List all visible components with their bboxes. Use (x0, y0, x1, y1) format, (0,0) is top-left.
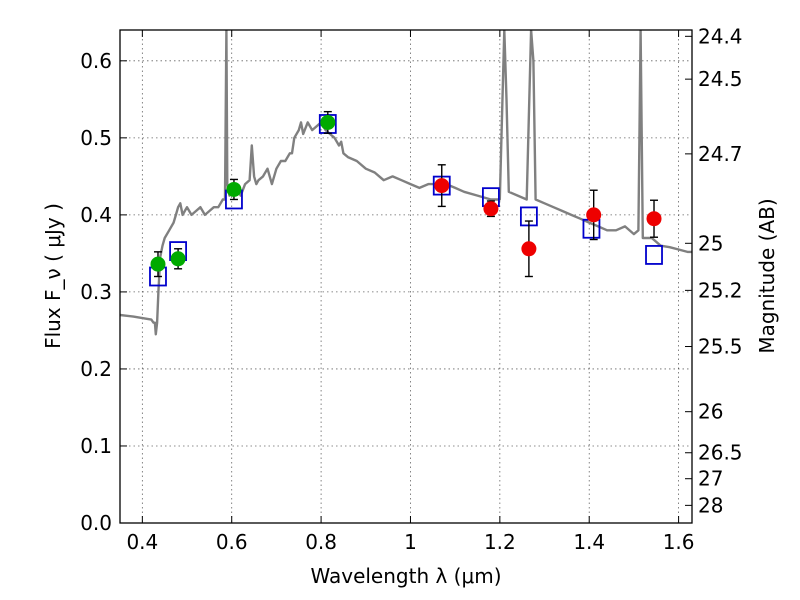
x-tick-label: 1 (404, 530, 417, 554)
y-axis-label: Flux F_ν ( μJy ) (41, 203, 65, 349)
observed-point (434, 178, 450, 194)
observed-point (586, 207, 602, 223)
grid-lines (120, 30, 692, 524)
y2-tick-label: 24.4 (698, 24, 743, 48)
observed-point (646, 211, 662, 227)
x-tick-label: 0.6 (216, 530, 248, 554)
y2-axis-label: Magnitude (AB) (755, 198, 779, 353)
x-tick-label: 0.8 (305, 530, 337, 554)
y-tick-label: 0.1 (80, 434, 112, 458)
x-tick-label: 1.6 (663, 530, 695, 554)
model-photometry-square (645, 245, 663, 265)
x-tick-label: 1.4 (573, 530, 605, 554)
y-tick-label: 0.6 (80, 49, 112, 73)
x-tick-label: 0.4 (126, 530, 158, 554)
plot-area (120, 30, 692, 336)
y2-tick-label: 25 (698, 231, 723, 255)
observed-point (521, 241, 537, 257)
y-tick-label: 0.0 (80, 511, 112, 535)
observed-point (483, 201, 499, 217)
axes: 0.4 0.6 0.8 1 1.2 1.4 1.6 0.0 0.1 0.2 0.3 0.4 0.5 0.6… (80, 24, 742, 554)
y2-tick-label: 25.2 (698, 278, 743, 302)
y-tick-label: 0.4 (80, 203, 112, 227)
y2-tick-label: 25.5 (698, 335, 743, 359)
x-axis-label: Wavelength λ (μm) (310, 564, 501, 588)
y-tick-label: 0.3 (80, 280, 112, 304)
x-tick-label: 1.2 (484, 530, 516, 554)
observed-point (150, 256, 166, 272)
y2-tick-label: 28 (698, 493, 723, 517)
y-tick-label: 0.2 (80, 357, 112, 381)
y2-tick-label: 26.5 (698, 441, 743, 465)
observed-point (170, 251, 186, 267)
model-spectrum-line (120, 30, 692, 336)
y2-tick-label: 24.5 (698, 67, 743, 91)
plot-frame (119, 29, 693, 524)
observed-point (320, 114, 336, 130)
y2-tick-label: 24.7 (698, 142, 743, 166)
observed-point (226, 181, 242, 197)
y-tick-label: 0.5 (80, 126, 112, 150)
y2-tick-label: 26 (698, 400, 723, 424)
y2-tick-label: 27 (698, 467, 723, 491)
